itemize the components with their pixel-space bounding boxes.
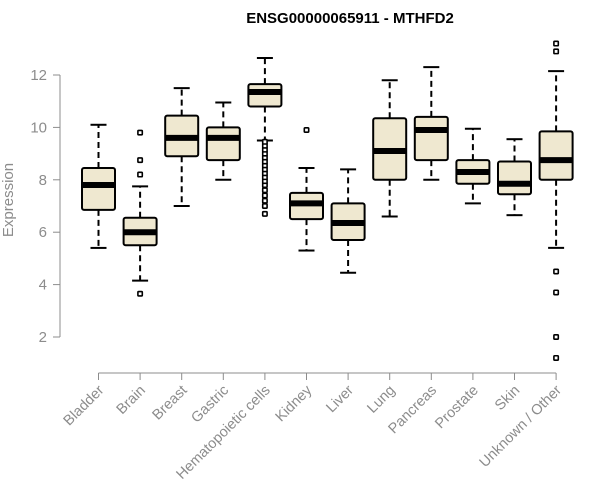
y-tick-label: 6 — [39, 224, 47, 241]
x-tick-label: Prostate — [432, 383, 481, 432]
iqr-box — [538, 130, 574, 181]
iqr-box — [205, 126, 241, 162]
box-group — [538, 40, 574, 361]
box-group — [289, 127, 324, 252]
x-tick-label: Lung — [364, 383, 398, 417]
outlier-point — [553, 48, 560, 55]
box-group — [413, 66, 449, 181]
outlier-point — [137, 157, 144, 164]
outlier-point — [553, 268, 560, 275]
box-group — [205, 101, 241, 181]
outlier-point — [261, 187, 268, 194]
outlier-point — [137, 129, 144, 136]
outlier-point — [137, 171, 144, 178]
chart-title: ENSG00000065911 - MTHFD2 — [246, 10, 454, 27]
box-group — [455, 127, 491, 205]
box-group — [372, 79, 408, 218]
y-axis: 2 4 6 8 10 12 — [30, 67, 61, 346]
outlier-point — [261, 203, 268, 210]
box-group — [81, 123, 116, 249]
iqr-box — [413, 115, 449, 162]
outlier-point — [553, 289, 560, 296]
iqr-box — [497, 160, 532, 196]
y-tick-label: 2 — [39, 329, 47, 346]
box-group — [330, 168, 366, 274]
outlier-point — [553, 40, 560, 47]
x-tick-label: Liver — [323, 382, 357, 416]
y-tick-label: 10 — [30, 119, 47, 136]
plot-area — [81, 40, 574, 361]
x-tick-label: Breast — [150, 383, 191, 424]
x-tick-label: Brain — [114, 383, 149, 418]
iqr-box — [247, 83, 283, 108]
box-group — [497, 138, 532, 217]
box-group — [164, 87, 200, 207]
y-tick-label: 4 — [39, 277, 47, 294]
x-tick-label: Skin — [492, 383, 523, 414]
y-tick-label: 12 — [30, 67, 47, 84]
outlier-point — [261, 197, 268, 204]
outlier-point — [261, 192, 268, 199]
y-axis-label: Expression — [0, 163, 17, 237]
x-tick-label: Bladder — [61, 382, 108, 429]
iqr-box — [81, 167, 116, 211]
outlier-point — [303, 127, 310, 134]
outlier-point — [261, 210, 268, 217]
y-tick-label: 8 — [39, 172, 47, 189]
outlier-point — [553, 354, 560, 361]
box-group — [247, 56, 283, 217]
x-tick-label: Kidney — [273, 382, 316, 425]
outlier-point — [553, 333, 560, 340]
outlier-point — [137, 290, 144, 297]
outlier-point — [261, 138, 268, 145]
box-group — [122, 129, 158, 297]
